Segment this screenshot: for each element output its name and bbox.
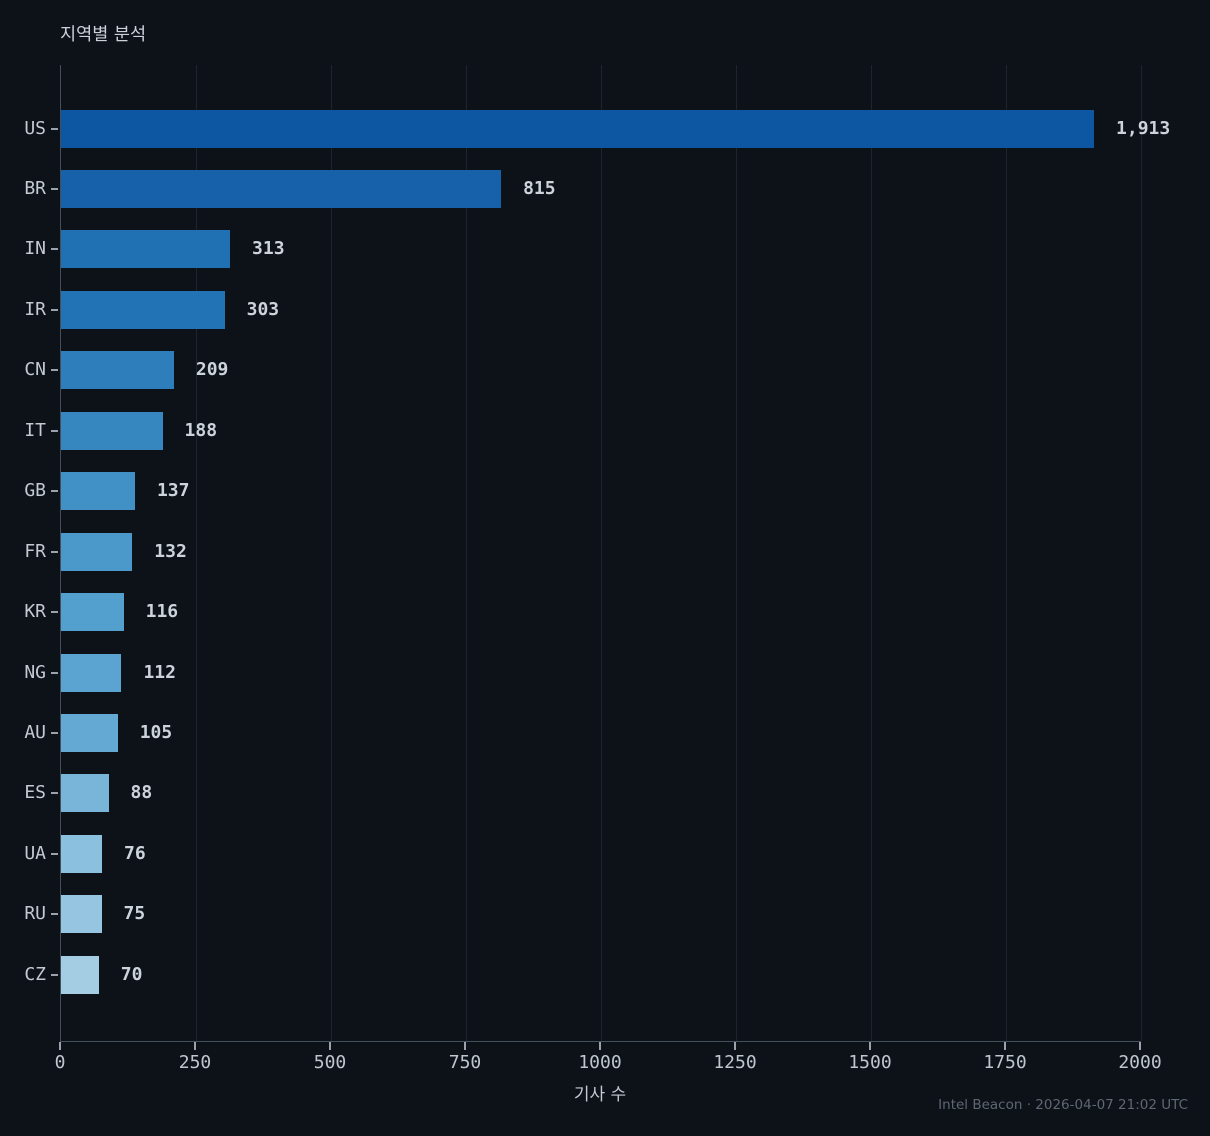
category-label-es: ES: [24, 782, 46, 804]
y-tick-mark: [51, 490, 58, 493]
x-tick-label-1000: 1000: [578, 1052, 622, 1073]
value-label-au: 105: [139, 722, 173, 743]
bar-ir: [61, 290, 225, 329]
y-tick-mark: [51, 973, 58, 976]
y-tick-mark: [51, 187, 58, 190]
x-tick-label-0: 0: [54, 1052, 66, 1073]
bar-it: [61, 411, 163, 450]
gridline: [330, 65, 332, 1041]
y-tick-mark: [51, 913, 58, 916]
gridline: [735, 65, 737, 1041]
x-tick-label-250: 250: [178, 1052, 212, 1073]
x-tick-label-1500: 1500: [848, 1052, 892, 1073]
x-tick-label-2000: 2000: [1118, 1052, 1162, 1073]
y-tick-mark: [51, 550, 58, 553]
bar-cn: [61, 351, 174, 390]
category-label-fr: FR: [24, 540, 46, 562]
value-label-br: 815: [523, 177, 556, 199]
value-label-in: 313: [252, 238, 285, 260]
category-label-it: IT: [24, 419, 46, 441]
category-label-gb: GB: [24, 480, 46, 502]
category-label-ru: RU: [24, 903, 46, 925]
bar-fr: [61, 532, 133, 571]
x-axis-label: 기사 수: [573, 1085, 627, 1105]
value-label-ua: 76: [124, 842, 146, 864]
x-tick-label-1250: 1250: [713, 1052, 757, 1073]
category-label-au: AU: [24, 722, 46, 743]
x-tick-mark: [464, 1042, 466, 1050]
category-label-ua: UA: [24, 842, 46, 864]
gridline: [600, 65, 602, 1041]
category-label-ng: NG: [24, 661, 46, 683]
x-tick-label-500: 500: [313, 1052, 347, 1073]
gridline: [195, 65, 197, 1041]
value-label-us: 1,913: [1116, 117, 1171, 139]
bar-es: [61, 774, 109, 813]
chart-title: 지역별 분석: [60, 25, 147, 45]
footer-attribution: Intel Beacon · 2026-04-07 21:02 UTC: [938, 1097, 1188, 1113]
x-tick-mark: [1004, 1042, 1006, 1050]
category-label-br: BR: [24, 177, 46, 199]
x-tick-mark: [1139, 1042, 1141, 1050]
x-tick-mark: [869, 1042, 871, 1050]
value-label-ru: 75: [123, 903, 146, 925]
category-label-cz: CZ: [24, 963, 46, 985]
y-tick-mark: [51, 248, 58, 251]
y-tick-mark: [51, 611, 58, 614]
value-label-cz: 70: [120, 963, 143, 985]
category-label-in: IN: [24, 238, 46, 260]
bar-cz: [61, 955, 99, 994]
x-tick-mark: [329, 1042, 331, 1050]
y-tick-mark: [51, 308, 58, 311]
category-label-us: US: [24, 117, 46, 139]
plot-area: 1,913 815 313 303 209 188 137 132 116 112 105 88 76 7…: [60, 65, 1170, 1042]
category-label-ir: IR: [24, 298, 46, 320]
y-tick-mark: [51, 792, 58, 795]
gridline: [1005, 65, 1007, 1041]
value-label-it: 188: [184, 419, 218, 441]
category-label-kr: KR: [24, 601, 46, 623]
gridline: [870, 65, 872, 1041]
bar-in: [61, 230, 231, 269]
y-tick-mark: [51, 127, 58, 130]
x-tick-mark: [599, 1042, 601, 1050]
value-label-es: 88: [130, 782, 153, 804]
x-tick-label-750: 750: [448, 1052, 482, 1073]
y-tick-mark: [51, 429, 58, 432]
x-tick-mark: [194, 1042, 196, 1050]
gridline: [1140, 65, 1142, 1041]
value-label-ng: 112: [143, 661, 176, 683]
bar-gb: [61, 472, 135, 511]
bar-ng: [61, 653, 122, 692]
value-label-gb: 137: [156, 480, 190, 502]
value-label-fr: 132: [154, 540, 187, 562]
bar-br: [61, 169, 502, 208]
y-tick-mark: [51, 852, 58, 855]
category-label-cn: CN: [24, 359, 46, 381]
value-label-ir: 303: [246, 298, 280, 320]
y-tick-mark: [51, 369, 58, 372]
x-tick-label-1750: 1750: [983, 1052, 1027, 1073]
x-tick-mark: [734, 1042, 736, 1050]
gridline: [465, 65, 467, 1041]
y-tick-mark: [51, 732, 58, 734]
bar-kr: [61, 593, 124, 632]
x-tick-mark: [59, 1042, 61, 1050]
bar-au: [61, 714, 118, 752]
y-tick-mark: [51, 671, 58, 674]
bar-ua: [61, 834, 103, 873]
bar-us: [61, 109, 1095, 148]
value-label-cn: 209: [195, 359, 229, 381]
bar-ru: [61, 895, 102, 934]
value-label-kr: 116: [145, 601, 179, 623]
